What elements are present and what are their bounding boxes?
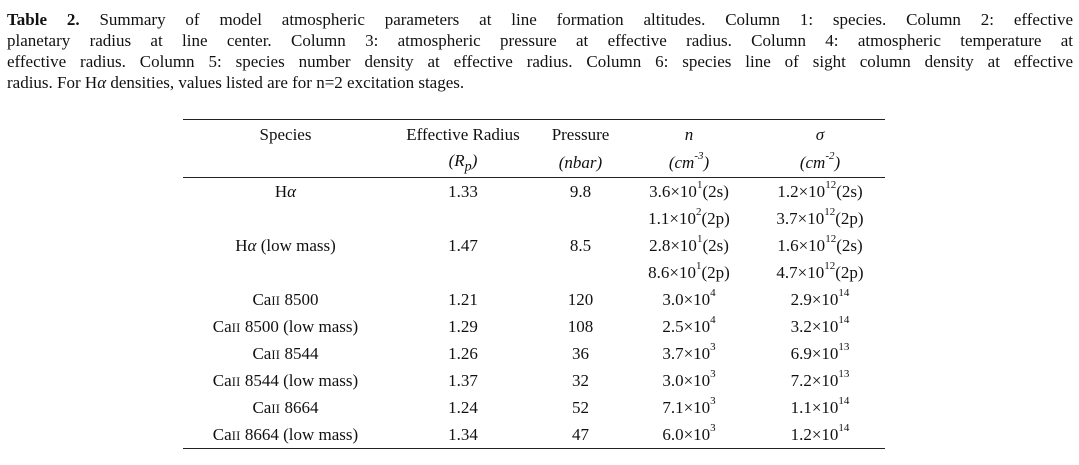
cell-n: 6.0×103	[623, 421, 755, 449]
cell-species: CaII 8500 (low mass)	[212, 316, 359, 336]
cell-species: CaII 8664 (low mass)	[183, 421, 388, 449]
cell-radius	[388, 205, 538, 232]
cell-n: 3.7×103	[662, 340, 716, 363]
cell-sigma: 1.6×1012(2s)	[777, 232, 863, 255]
table-row: CaII 8544 1.26 36 3.7×103 6.9×1013	[183, 340, 885, 367]
cell-species: Hα	[274, 181, 297, 201]
units-row: (Rp) (nbar) (cm-3) (cm-2)	[183, 149, 885, 178]
caption-line-2: planetary radius at line center. Column …	[7, 31, 1073, 50]
cell-radius: 1.37	[448, 370, 478, 390]
header-sigma: σ	[755, 119, 885, 149]
cell-species: CaII 8664	[252, 397, 319, 417]
cell-n: 2.8×101(2s)	[649, 232, 729, 255]
header-row: Species Effective Radius Pressure n σ	[183, 119, 885, 149]
table-row: CaII 8664 1.24 52 7.1×103 1.1×1014	[183, 394, 885, 421]
cell-pressure: 36	[572, 343, 589, 363]
cell-n: 3.6×101(2s)	[649, 178, 729, 201]
cell-n: 1.1×102(2p)	[648, 205, 730, 228]
table-body: Hα 1.33 9.8 3.6×101(2s) 1.2×1012(2s) 1.1×102(…	[183, 178, 885, 449]
cell-pressure: 32	[572, 370, 589, 390]
cell-pressure: 9.8	[569, 181, 592, 201]
cell-pressure: 8.5	[569, 235, 592, 255]
unit-sigma: (cm-2)	[755, 149, 885, 178]
cell-sigma: 1.2×1012(2s)	[777, 178, 863, 201]
cell-n: 3.0×104	[662, 286, 716, 309]
cell-sigma: 4.7×1012(2p)	[776, 259, 864, 282]
cell-species: CaII 8544	[252, 343, 319, 363]
caption-line-1: Table 2. Summary of model atmospheric pa…	[7, 9, 1073, 30]
cell-species: CaII 8500	[252, 289, 319, 309]
table-row: CaII 8664 (low mass) 1.34 47 6.0×103 1.2×101…	[183, 421, 885, 449]
cell-radius: 1.26	[448, 343, 478, 363]
cell-n: 2.5×104	[662, 313, 716, 336]
caption-text-1: Summary of model atmospheric parameters …	[99, 10, 1073, 29]
caption-line-4: radius. For Hα densities, values listed …	[7, 73, 465, 92]
header-pressure: Pressure	[538, 119, 623, 149]
cell-sigma: 3.2×1014	[790, 313, 850, 336]
table-row: CaII 8544 (low mass) 1.37 32 3.0×103 7.2×101…	[183, 367, 885, 394]
cell-species	[183, 205, 388, 232]
table-row: 1.1×102(2p) 3.7×1012(2p)	[183, 205, 885, 232]
cell-n: 8.6×101(2p)	[648, 259, 730, 282]
cell-radius: 1.29	[448, 316, 478, 336]
cell-pressure: 47	[538, 421, 623, 449]
cell-n: 3.0×103	[662, 367, 716, 390]
table-caption: Table 2. Summary of model atmospheric pa…	[7, 9, 1073, 93]
unit-species	[183, 149, 388, 178]
table-row: 8.6×101(2p) 4.7×1012(2p)	[183, 259, 885, 286]
cell-radius: 1.33	[448, 181, 478, 201]
table-row: CaII 8500 (low mass) 1.29 108 2.5×104 3.2×10…	[183, 313, 885, 340]
cell-sigma: 2.9×1014	[790, 286, 850, 309]
cell-sigma: 1.1×1014	[790, 394, 850, 417]
cell-pressure: 108	[567, 316, 594, 336]
cell-n: 7.1×103	[662, 394, 716, 417]
cell-radius: 1.21	[448, 289, 478, 309]
cell-pressure: 52	[572, 397, 589, 417]
cell-sigma: 7.2×1013	[790, 367, 850, 390]
cell-radius: 1.24	[448, 397, 478, 417]
table-row: CaII 8500 1.21 120 3.0×104 2.9×1014	[183, 286, 885, 313]
table-row: Hα (low mass) 1.47 8.5 2.8×101(2s) 1.6×1012(…	[183, 232, 885, 259]
unit-pressure: (nbar)	[538, 149, 623, 178]
header-species: Species	[183, 119, 388, 149]
cell-sigma: 1.2×1014	[755, 421, 885, 449]
cell-pressure: 120	[567, 289, 594, 309]
cell-radius: 1.47	[448, 235, 478, 255]
header-radius: Effective Radius	[388, 119, 538, 149]
cell-species	[183, 259, 388, 286]
cell-radius: 1.34	[388, 421, 538, 449]
caption-line-3: effective radius. Column 5: species numb…	[7, 52, 1073, 71]
cell-species: Hα (low mass)	[235, 235, 336, 255]
cell-pressure	[538, 259, 623, 286]
cell-sigma: 6.9×1013	[790, 340, 850, 363]
header-n: n	[623, 119, 755, 149]
unit-n: (cm-3)	[623, 149, 755, 178]
cell-sigma: 3.7×1012(2p)	[776, 205, 864, 228]
parameters-table: Species Effective Radius Pressure n σ (R…	[183, 119, 885, 449]
caption-label: Table 2.	[7, 10, 80, 29]
table-row: Hα 1.33 9.8 3.6×101(2s) 1.2×1012(2s)	[183, 178, 885, 206]
cell-radius	[388, 259, 538, 286]
cell-species: CaII 8544 (low mass)	[212, 370, 359, 390]
unit-radius: (Rp)	[388, 149, 538, 178]
cell-pressure	[538, 205, 623, 232]
